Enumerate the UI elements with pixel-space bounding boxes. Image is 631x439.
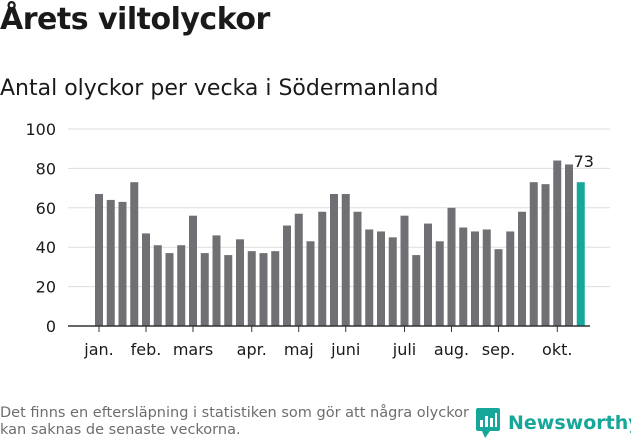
- bar: [529, 182, 538, 326]
- y-axis-ticks: 0 20 40 60 80 100: [25, 120, 56, 336]
- x-axis-ticks: jan. feb. mars apr. maj juni juli aug. sep. okt.: [83, 326, 572, 359]
- bar: [424, 223, 432, 326]
- bar: [306, 241, 315, 326]
- bar: [506, 231, 515, 326]
- data-label: 73: [574, 152, 594, 171]
- x-tick-label: jan.: [83, 340, 113, 359]
- data-labels: 73: [574, 152, 594, 171]
- bar-chart: 0 20 40 60 80 100 jan. feb. mars apr. maj juni juli…: [25, 120, 610, 359]
- bar: [330, 194, 338, 326]
- bar: [118, 201, 127, 326]
- bar: [95, 194, 103, 326]
- bar: [200, 253, 209, 326]
- x-tick-label: apr.: [237, 340, 267, 359]
- bars: [95, 160, 585, 326]
- x-tick-label: aug.: [434, 340, 469, 359]
- bar: [365, 229, 374, 326]
- y-tick-label: 0: [46, 317, 56, 336]
- y-tick-label: 40: [36, 238, 56, 257]
- bar: [553, 160, 562, 326]
- x-tick-label: sep.: [482, 340, 515, 359]
- bar: [459, 227, 468, 326]
- bar: [471, 231, 479, 326]
- bar: [494, 249, 503, 326]
- bar: [482, 229, 491, 326]
- x-tick-label: okt.: [542, 340, 572, 359]
- x-tick-label: mars: [173, 340, 213, 359]
- bar: [106, 199, 115, 326]
- bar: [412, 255, 421, 326]
- chart-title: Årets viltolyckor: [0, 2, 270, 37]
- bar: [400, 215, 409, 326]
- bar: [576, 182, 585, 326]
- bar: [212, 235, 221, 326]
- y-tick-label: 20: [36, 278, 56, 297]
- x-tick-label: juli: [392, 340, 416, 359]
- bar: [142, 233, 150, 326]
- chart-subtitle: Antal olyckor per vecka i Södermanland: [0, 76, 439, 101]
- bar: [353, 211, 362, 326]
- bar: [435, 241, 444, 326]
- bar: [518, 211, 526, 326]
- y-tick-label: 100: [25, 120, 56, 139]
- bar: [318, 211, 327, 326]
- bar: [224, 255, 233, 326]
- bar: [447, 207, 456, 326]
- x-tick-label: maj: [284, 340, 314, 359]
- bar: [541, 184, 550, 326]
- bar: [247, 251, 256, 326]
- bar: [294, 213, 303, 326]
- x-tick-label: juni: [330, 340, 360, 359]
- footnote: Det finns en eftersläpning i statistiken…: [0, 405, 469, 438]
- bar: [283, 225, 291, 326]
- y-tick-label: 60: [36, 199, 56, 218]
- brand[interactable]: Newsworthy: [476, 408, 631, 438]
- brand-name: Newsworthy: [508, 412, 631, 434]
- bar: [189, 215, 197, 326]
- bar: [388, 237, 397, 326]
- bar: [177, 245, 186, 326]
- x-tick-label: feb.: [131, 340, 162, 359]
- bar: [377, 231, 385, 326]
- bar: [565, 164, 573, 326]
- bar: [130, 182, 139, 326]
- bar: [259, 253, 268, 326]
- bar: [341, 194, 350, 326]
- bar: [236, 239, 244, 326]
- bar: [153, 245, 162, 326]
- bar: [271, 251, 280, 326]
- bar: [165, 253, 174, 326]
- newsworthy-logo-icon: [476, 408, 500, 438]
- y-tick-label: 80: [36, 159, 56, 178]
